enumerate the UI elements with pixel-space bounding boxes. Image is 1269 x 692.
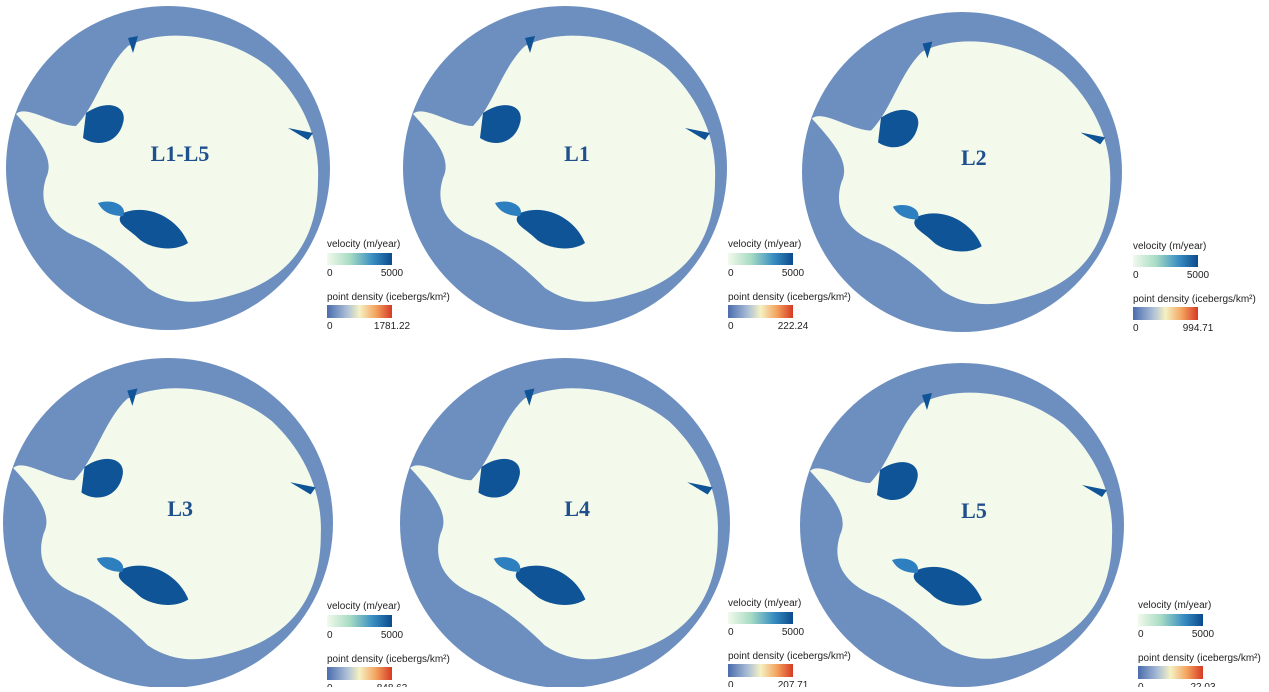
velocity-max: 5000 xyxy=(1187,270,1210,281)
velocity-colorbar xyxy=(1138,614,1203,626)
velocity-max: 5000 xyxy=(782,268,805,279)
velocity-legend-title: velocity (m/year) xyxy=(327,239,400,250)
density-min: 0 xyxy=(327,683,333,687)
velocity-colorbar xyxy=(327,253,392,265)
velocity-min: 0 xyxy=(327,268,333,279)
legend: velocity (m/year) 0 5000 point density (ice… xyxy=(1133,241,1256,334)
legend: velocity (m/year) 0 5000 point density (ice… xyxy=(728,239,851,332)
density-legend-title: point density (icebergs/km²) xyxy=(1133,294,1256,305)
density-min: 0 xyxy=(327,321,333,332)
velocity-legend-title: velocity (m/year) xyxy=(728,598,801,609)
density-max: 207.71 xyxy=(778,680,809,687)
panel-label: L4 xyxy=(564,496,590,521)
velocity-colorbar xyxy=(728,612,793,624)
density-min: 0 xyxy=(728,680,734,687)
density-min: 0 xyxy=(1138,682,1144,687)
panel-label: L1-L5 xyxy=(151,141,210,166)
density-legend-title: point density (icebergs/km²) xyxy=(1138,653,1261,664)
density-min: 0 xyxy=(728,321,734,332)
velocity-max: 5000 xyxy=(1192,629,1215,640)
legend: velocity (m/year) 0 5000 point density (ice… xyxy=(728,598,851,691)
velocity-min: 0 xyxy=(327,630,333,641)
velocity-max: 5000 xyxy=(381,268,404,279)
velocity-legend-title: velocity (m/year) xyxy=(728,239,801,250)
panel-label: L1 xyxy=(564,141,590,166)
velocity-colorbar xyxy=(1133,255,1198,267)
density-colorbar xyxy=(728,305,793,318)
velocity-legend-title: velocity (m/year) xyxy=(327,601,400,612)
velocity-min: 0 xyxy=(728,268,734,279)
density-legend-title: point density (icebergs/km²) xyxy=(327,654,450,665)
velocity-min: 0 xyxy=(1138,629,1144,640)
legend: velocity (m/year) 0 5000 point density (ice… xyxy=(327,601,450,692)
density-max: 848.63 xyxy=(377,683,408,687)
panel-label: L3 xyxy=(167,496,193,521)
velocity-legend-title: velocity (m/year) xyxy=(1138,600,1211,611)
density-min: 0 xyxy=(1133,323,1139,334)
density-max: 1781.22 xyxy=(374,321,411,332)
velocity-colorbar xyxy=(728,253,793,265)
density-max: 994.71 xyxy=(1183,323,1214,334)
panel-label: L5 xyxy=(961,498,987,523)
density-legend-title: point density (icebergs/km²) xyxy=(327,292,450,303)
velocity-max: 5000 xyxy=(381,630,404,641)
density-legend-title: point density (icebergs/km²) xyxy=(728,292,851,303)
density-legend-title: point density (icebergs/km²) xyxy=(728,651,851,662)
velocity-min: 0 xyxy=(1133,270,1139,281)
panel-label: L2 xyxy=(961,145,987,170)
velocity-legend-title: velocity (m/year) xyxy=(1133,241,1206,252)
density-colorbar xyxy=(728,664,793,677)
density-max: 22.03 xyxy=(1190,682,1215,687)
legend: velocity (m/year) 0 5000 point density (ice… xyxy=(1138,600,1261,692)
velocity-min: 0 xyxy=(728,627,734,638)
density-colorbar xyxy=(327,305,392,318)
velocity-colorbar xyxy=(327,615,392,627)
legend: velocity (m/year) 0 5000 point density (ice… xyxy=(327,239,450,332)
density-colorbar xyxy=(1138,666,1203,679)
density-max: 222.24 xyxy=(778,321,809,332)
density-colorbar xyxy=(327,667,392,680)
density-colorbar xyxy=(1133,307,1198,320)
velocity-max: 5000 xyxy=(782,627,805,638)
